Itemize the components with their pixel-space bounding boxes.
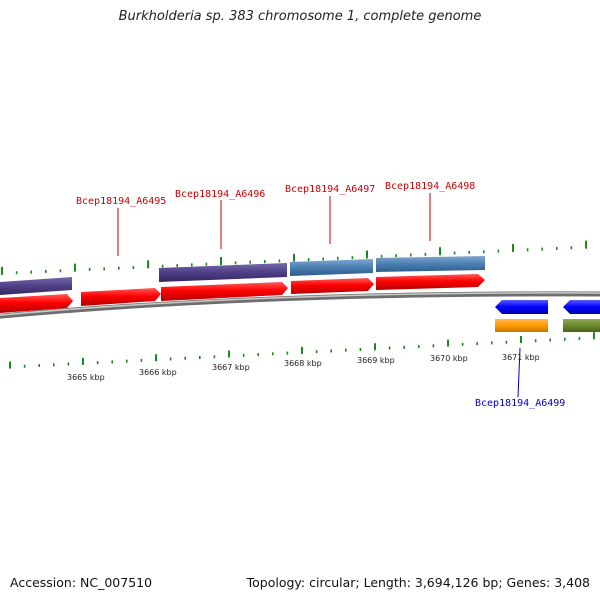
kbp-tick-label: 3670 kbp xyxy=(430,354,468,363)
gene-label: Bcep18194_A6499 xyxy=(475,398,565,409)
gene-feature-purple xyxy=(159,263,287,282)
cds-arrow-forward xyxy=(161,282,288,301)
gene-label: Bcep18194_A6496 xyxy=(175,189,265,200)
genome-backbone xyxy=(0,291,600,319)
gene-label: Bcep18194_A6497 xyxy=(285,184,375,195)
kbp-tick-label: 3669 kbp xyxy=(357,356,395,365)
kbp-tick-label: 3667 kbp xyxy=(212,363,250,372)
accession-text: Accession: NC_007510 xyxy=(10,575,153,590)
lower-tick-ruler xyxy=(9,332,595,369)
gene-feature-steel xyxy=(290,259,373,276)
gene-label-leader xyxy=(517,347,521,398)
gene-feature-orange xyxy=(495,319,548,332)
gene-feature-olive xyxy=(563,319,600,332)
gene-label: Bcep18194_A6495 xyxy=(76,196,166,207)
gene-label: Bcep18194_A6498 xyxy=(385,181,475,192)
gene-feature-purple xyxy=(0,277,72,295)
cds-arrow-reverse xyxy=(563,300,600,314)
cds-arrow-reverse xyxy=(495,300,548,314)
kbp-tick-label: 3666 kbp xyxy=(139,368,177,377)
kbp-tick-label: 3671 kbp xyxy=(502,353,540,362)
cds-arrow-forward xyxy=(376,274,485,290)
topology-text: Topology: circular; Length: 3,694,126 bp… xyxy=(246,575,590,590)
cds-arrow-forward xyxy=(81,288,161,306)
genome-backbone-highlight xyxy=(0,292,600,316)
cds-arrow-forward xyxy=(291,278,374,294)
kbp-tick-label: 3665 kbp xyxy=(67,373,105,382)
cds-arrow-forward xyxy=(0,294,73,313)
gene-feature-steel xyxy=(376,256,485,272)
map-title: Burkholderia sp. 383 chromosome 1, compl… xyxy=(118,9,482,24)
kbp-tick-label: 3668 kbp xyxy=(284,359,322,368)
upper-tick-ruler xyxy=(1,240,587,275)
